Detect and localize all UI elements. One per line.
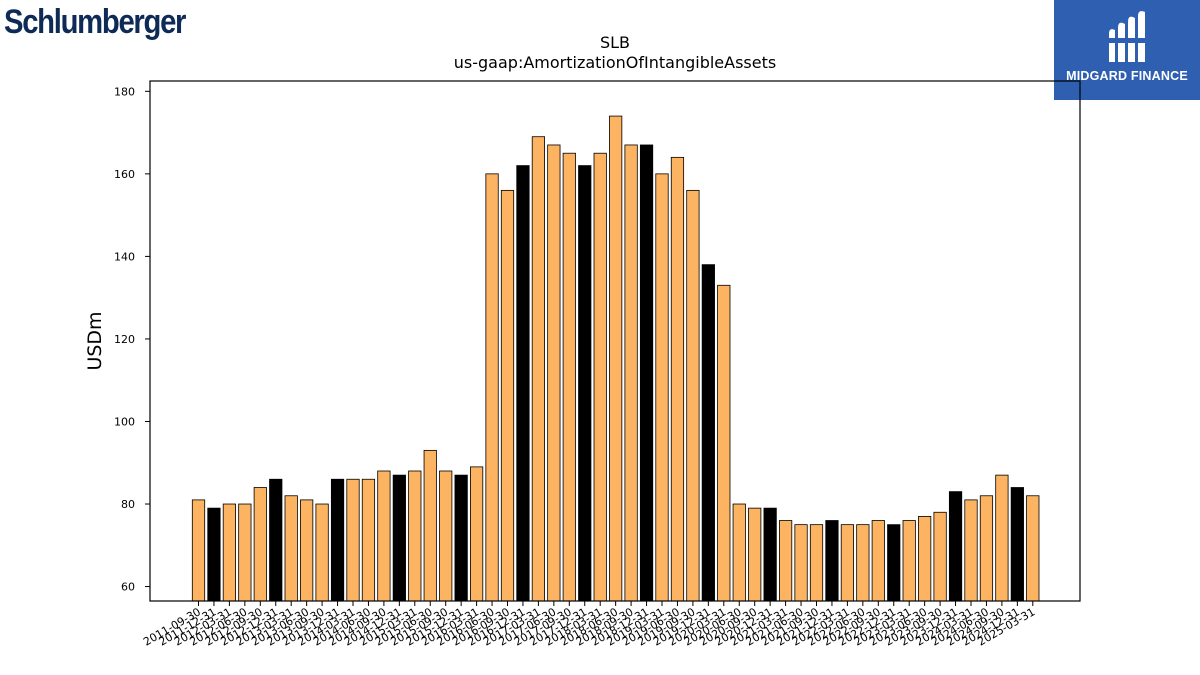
bar [1026,495,1040,602]
bar [701,264,715,602]
bar [825,520,839,602]
bar [330,478,345,602]
bar [377,470,391,602]
midgard-emblem-icon [1109,11,1145,63]
bar [361,478,376,602]
x-axis: 2011-09-302011-12-312012-03-312012-06-30… [141,601,1037,649]
bar [516,165,530,602]
bar [315,503,329,602]
bar [670,156,685,602]
y-tick-label: 60 [121,581,135,594]
bar [979,495,994,602]
bar [238,503,252,602]
y-tick-label: 140 [114,250,135,263]
bar [222,503,236,602]
y-tick-label: 180 [114,85,135,98]
bar [964,499,978,602]
chart-subtitle: us-gaap:AmortizationOfIntangibleAssets [454,53,776,72]
y-axis: 60 80 100 120 140 160 180 [114,85,150,594]
bar [948,491,963,602]
bar [717,284,731,602]
y-axis-label: USDm [84,311,106,370]
y-tick-label: 120 [114,333,135,346]
bar [485,173,499,602]
bar [531,136,546,602]
bar [624,144,638,602]
bar [454,474,468,602]
bars-group [191,115,1040,602]
bar [995,474,1009,602]
midgard-finance-logo: MIDGARD FINANCE [1054,0,1200,100]
bar [439,470,453,602]
bar [686,189,700,602]
bar [469,466,484,602]
y-tick-label: 160 [114,168,135,181]
bar [346,478,360,602]
bar [840,524,855,602]
bar [500,189,515,602]
chart-title: SLB [600,33,630,52]
bar [809,524,824,602]
y-tick-label: 100 [114,415,135,428]
bar [191,499,206,602]
bar [609,115,623,602]
bar [655,173,669,602]
bar [578,165,592,602]
bar [547,144,561,602]
bar [408,470,422,602]
bar [562,152,576,602]
bar [933,511,947,602]
schlumberger-logo: Schlumberger [4,3,186,41]
bar [1010,487,1024,602]
bar [284,495,298,602]
bar [253,487,267,602]
bar [392,474,406,602]
bar [207,507,221,602]
bar [856,524,870,602]
bar [887,524,901,602]
bar [748,507,762,602]
bar [269,478,283,602]
plot-frame [149,80,1081,602]
bar [763,507,777,602]
bar [732,503,746,602]
bar [871,520,885,602]
bar [794,524,808,602]
bar [902,520,916,602]
bar [779,520,793,602]
bar [639,144,654,602]
bar [423,449,437,602]
y-tick-label: 80 [121,498,135,511]
midgard-finance-text: MIDGARD FINANCE [1066,69,1188,83]
bar [918,516,932,602]
bar [593,152,607,602]
bar [300,499,314,602]
